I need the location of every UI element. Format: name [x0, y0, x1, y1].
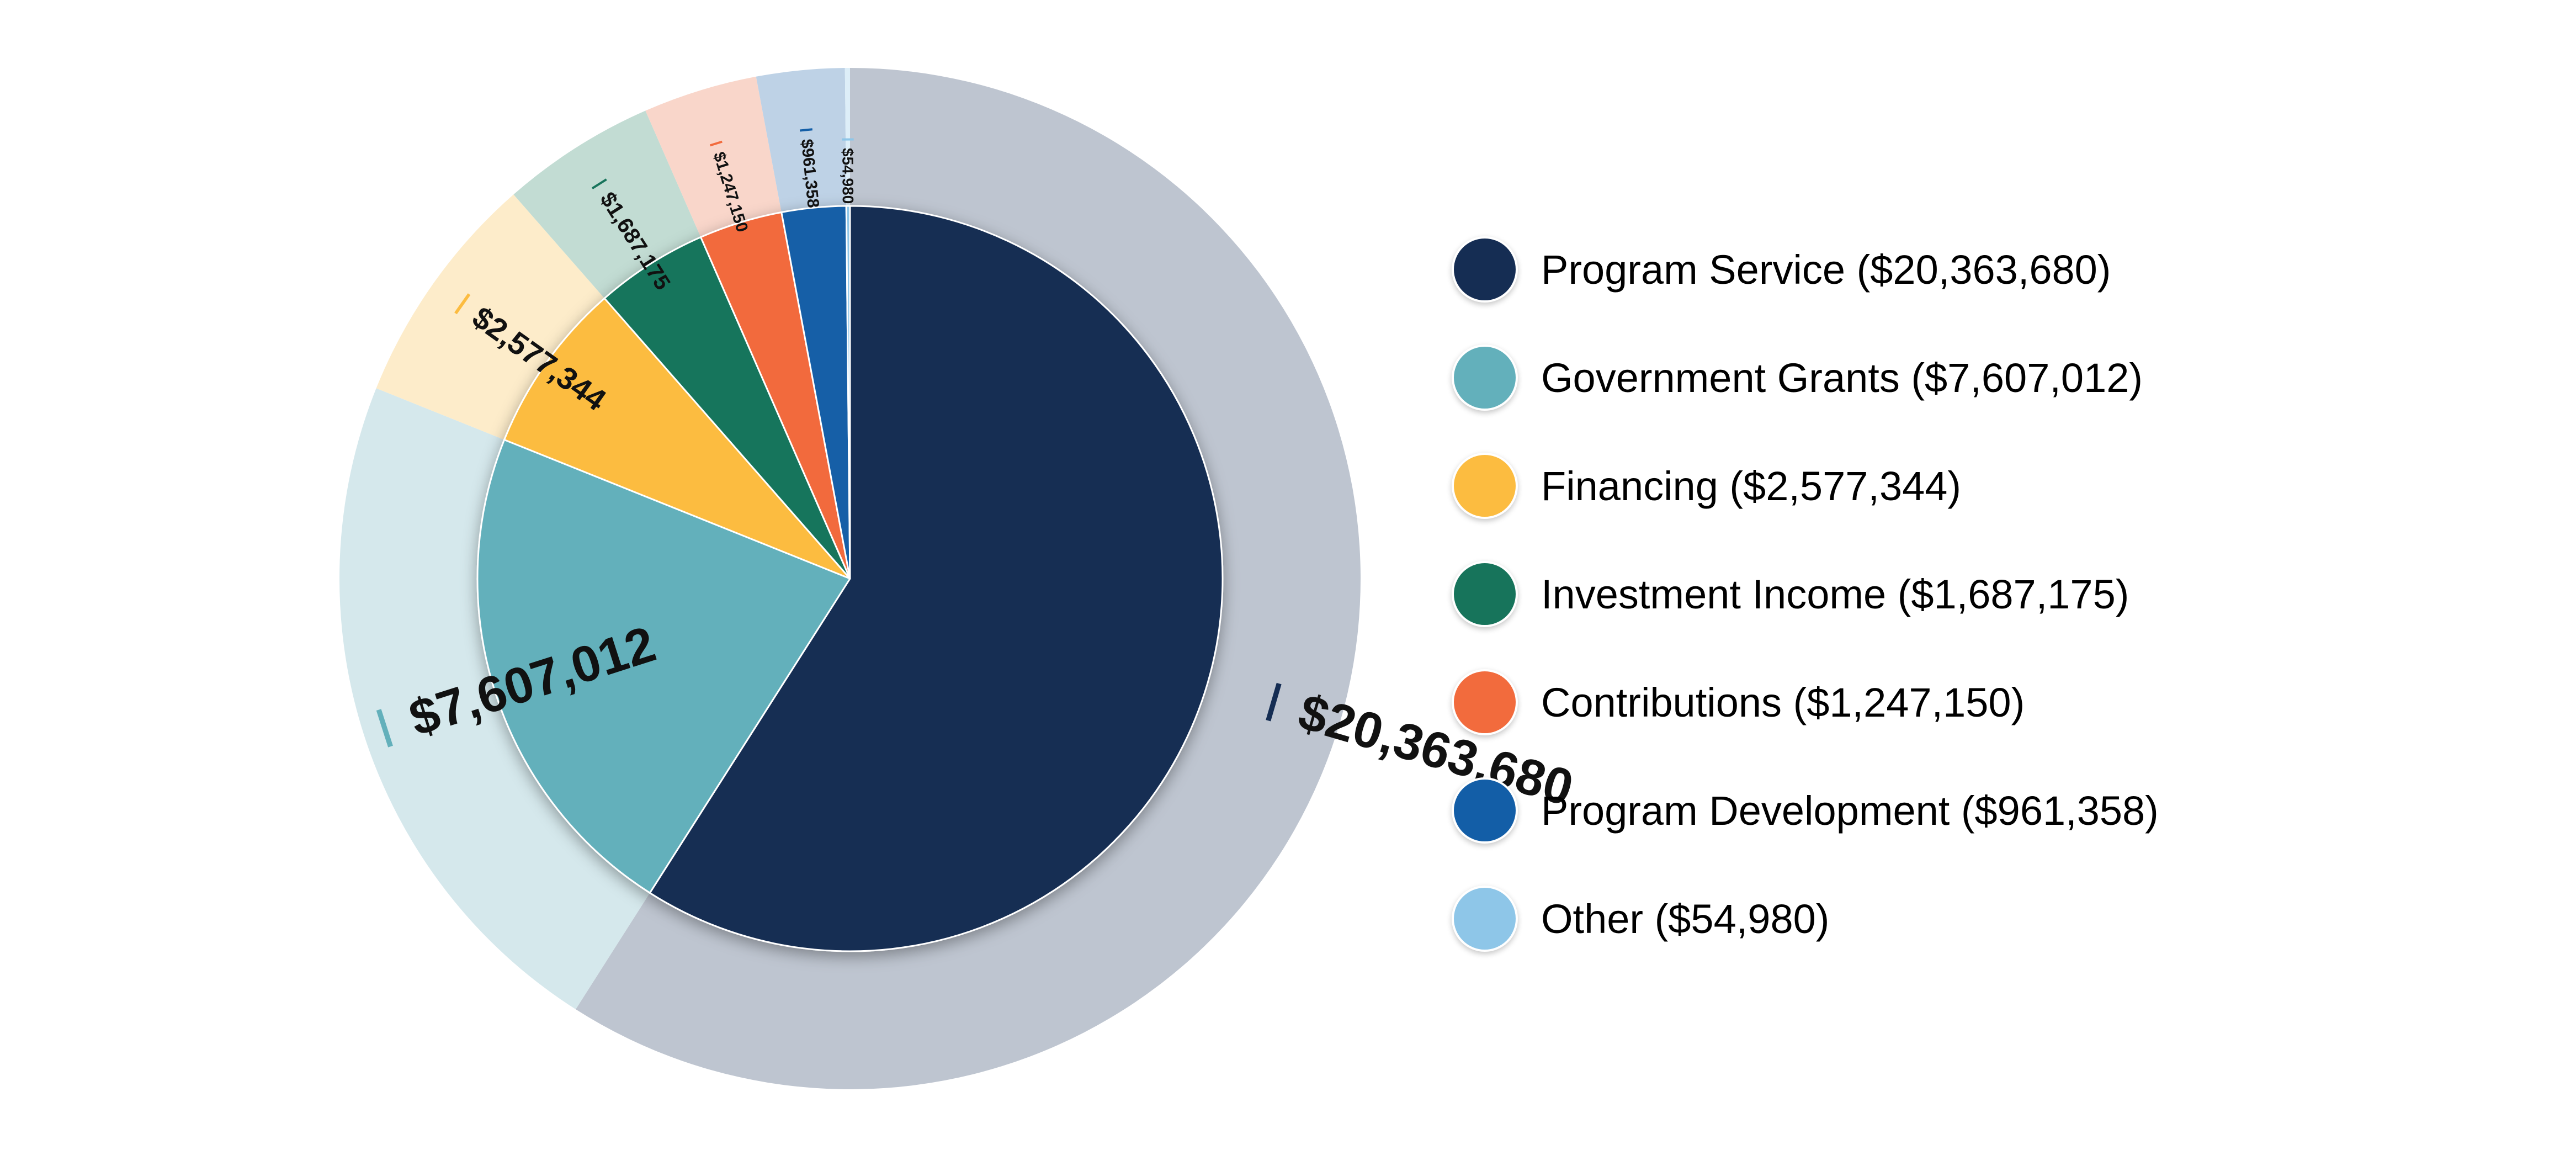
legend-item-contributions: Contributions ($1,247,150) [1452, 648, 2159, 756]
legend-label: Investment Income ($1,687,175) [1541, 571, 2129, 617]
legend-label: Other ($54,980) [1541, 895, 1830, 942]
legend-swatch [1452, 777, 1518, 844]
legend-label: Government Grants ($7,607,012) [1541, 354, 2143, 401]
legend-item-investment-income: Investment Income ($1,687,175) [1452, 540, 2159, 648]
legend-label: Contributions ($1,247,150) [1541, 679, 2025, 725]
slice-label-marker [709, 140, 723, 147]
pie-slice-investment-income [603, 236, 851, 580]
legend-swatch [1452, 561, 1518, 627]
legend-swatch [1452, 453, 1518, 519]
pie-slice-government-grants [476, 438, 851, 894]
legend-item-financing: Financing ($2,577,344) [1452, 432, 2159, 540]
pie-slice-other [845, 205, 851, 580]
slice-label-marker [591, 178, 607, 189]
legend-label: Program Service ($20,363,680) [1541, 246, 2111, 293]
legend-swatch [1452, 886, 1518, 952]
slice-label-marker [1266, 682, 1282, 722]
legend: Program Service ($20,363,680) Government… [1452, 215, 2159, 973]
slice-value-label: $54,980 [839, 148, 857, 204]
legend-item-program-development: Program Development ($961,358) [1452, 756, 2159, 865]
legend-label: Program Development ($961,358) [1541, 787, 2159, 834]
pie-slice-program-service [649, 205, 1224, 952]
legend-label: Financing ($2,577,344) [1541, 463, 1962, 509]
legend-item-program-service: Program Service ($20,363,680) [1452, 215, 2159, 324]
pie-slice-financing [503, 297, 851, 580]
slice-label-marker [454, 293, 471, 315]
legend-swatch [1452, 669, 1518, 735]
slice-label-marker [376, 709, 393, 748]
slice-label-other: $54,980 [839, 138, 857, 204]
inner-pie [476, 205, 1224, 952]
legend-item-government-grants: Government Grants ($7,607,012) [1452, 324, 2159, 432]
legend-swatch [1452, 236, 1518, 303]
legend-swatch [1452, 345, 1518, 411]
slice-label-marker [799, 128, 813, 132]
legend-item-other: Other ($54,980) [1452, 865, 2159, 973]
